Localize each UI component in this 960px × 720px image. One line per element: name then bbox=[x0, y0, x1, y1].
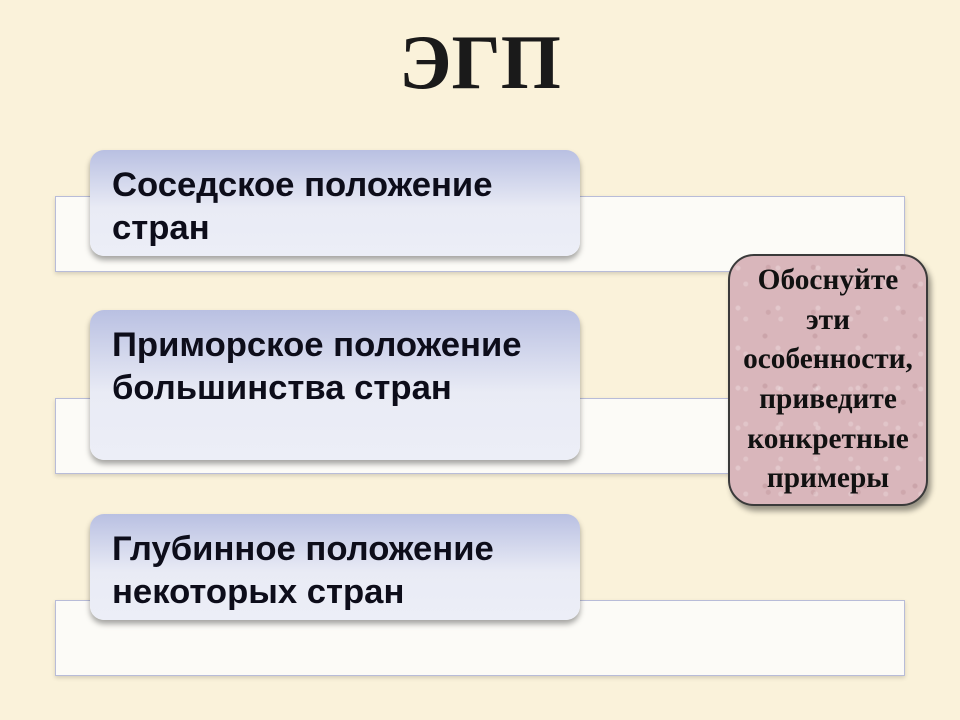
pill-3-label: Глубинное положение некоторых стран bbox=[112, 528, 558, 615]
pill-3: Глубинное положение некоторых стран bbox=[90, 514, 580, 620]
pill-1-label: Соседское положение стран bbox=[112, 164, 558, 251]
callout-box: Обоснуйте эти особенности, приведите кон… bbox=[728, 254, 928, 506]
callout-text: Обоснуйте эти особенности, приведите кон… bbox=[740, 261, 916, 498]
slide-title: ЭГП bbox=[0, 0, 960, 107]
pill-2: Приморское положение большинства стран bbox=[90, 310, 580, 460]
pill-1: Соседское положение стран bbox=[90, 150, 580, 256]
pill-2-label: Приморское положение большинства стран bbox=[112, 324, 558, 411]
